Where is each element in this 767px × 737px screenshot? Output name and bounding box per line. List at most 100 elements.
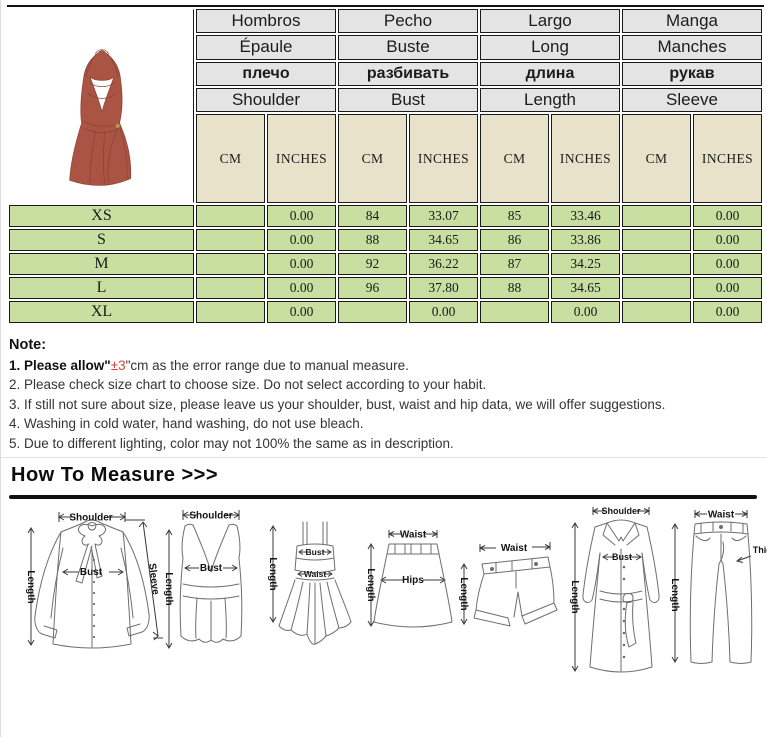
value-cell: 0.00 xyxy=(267,253,336,275)
measure-arrows xyxy=(165,510,240,649)
value-cell: 96 xyxy=(338,277,407,299)
header-shoulder-en: Shoulder xyxy=(196,87,336,112)
size-chart-table: Hombros Pecho Largo Manga Épaule Buste L… xyxy=(7,5,764,325)
value-cell xyxy=(622,229,691,251)
header-bust-ru: разбивать xyxy=(338,61,478,86)
value-cell: 0.00 xyxy=(693,205,762,227)
figure-blouse: Shoulder Bust Length Sleeve xyxy=(25,512,163,649)
label-sleeve: Sleeve xyxy=(146,563,161,596)
value-cell: 0.00 xyxy=(693,253,762,275)
table-row-s: S 0.00 88 34.65 86 33.86 0.00 xyxy=(9,229,762,251)
garment-outline xyxy=(689,521,753,664)
value-cell xyxy=(622,277,691,299)
unit-cell: INCHES xyxy=(409,114,478,203)
measure-arrows xyxy=(27,512,163,646)
value-cell: 34.25 xyxy=(551,253,620,275)
button-dots xyxy=(92,558,96,639)
size-label: S xyxy=(9,229,194,251)
label-length: Length xyxy=(267,557,278,590)
value-cell: 33.07 xyxy=(409,205,478,227)
value-cell xyxy=(196,229,265,251)
table-row-xs: XS 0.00 84 33.07 85 33.46 0.00 xyxy=(9,205,762,227)
value-cell xyxy=(622,205,691,227)
value-cell: 0.00 xyxy=(267,205,336,227)
garment-outline xyxy=(473,556,558,627)
unit-cell: CM xyxy=(338,114,407,203)
measure-figures: Shoulder Bust Length Sleeve Shoulder xyxy=(1,500,767,737)
section-divider xyxy=(1,457,767,458)
label-length: Length xyxy=(163,572,174,605)
table-row-m: M 0.00 92 36.22 87 34.25 0.00 xyxy=(9,253,762,275)
value-cell: 33.86 xyxy=(551,229,620,251)
unit-cell: CM xyxy=(196,114,265,203)
value-cell: 34.65 xyxy=(409,229,478,251)
table-row-xl: XL 0.00 0.00 0.00 0.00 xyxy=(9,301,762,323)
value-cell: 88 xyxy=(338,229,407,251)
header-length-ru: длина xyxy=(480,61,620,86)
label-thigh: Thigh xyxy=(753,545,767,555)
value-cell xyxy=(196,277,265,299)
dress-buckle xyxy=(114,123,120,129)
how-to-measure-heading: How To Measure >>> xyxy=(11,464,219,486)
figure-shorts: Waist Length xyxy=(458,542,558,627)
unit-cell: INCHES xyxy=(551,114,620,203)
measure-arrows xyxy=(571,507,651,672)
label-waist: Waist xyxy=(304,569,327,579)
value-cell: 0.00 xyxy=(267,277,336,299)
value-cell xyxy=(622,301,691,323)
value-cell: 88 xyxy=(480,277,549,299)
note-line-5: 5. Due to different lighting, color may … xyxy=(9,435,454,451)
value-cell xyxy=(196,253,265,275)
header-sleeve-en: Sleeve xyxy=(622,87,762,112)
figure-tank-top: Shoulder Bust Length xyxy=(163,510,243,649)
product-dress-image xyxy=(68,49,131,186)
value-cell: 0.00 xyxy=(267,229,336,251)
header-shoulder-ru: плечо xyxy=(196,61,336,86)
garment-outline xyxy=(582,519,660,673)
value-cell: 0.00 xyxy=(693,229,762,251)
label-length: Length xyxy=(365,568,376,601)
divider-bar xyxy=(9,495,757,499)
value-cell: 37.80 xyxy=(409,277,478,299)
note-line-4: 4. Washing in cold water, hand washing, … xyxy=(9,416,364,431)
size-label: XS xyxy=(9,205,194,227)
garment-outline xyxy=(179,523,243,643)
header-length-es: Largo xyxy=(480,9,620,34)
value-cell xyxy=(622,253,691,275)
size-label: L xyxy=(9,277,194,299)
header-sleeve-fr: Manches xyxy=(622,35,762,60)
header-sleeve-ru: рукав xyxy=(622,61,762,86)
value-cell: 0.00 xyxy=(267,301,336,323)
value-cell xyxy=(196,205,265,227)
figure-cami-dress: Bust Waist Length xyxy=(267,521,352,645)
header-shoulder-fr: Épaule xyxy=(196,35,336,60)
label-shoulder: Shoulder xyxy=(189,511,232,522)
table-row-l: L 0.00 96 37.80 88 34.65 0.00 xyxy=(9,277,762,299)
dress-silhouette xyxy=(68,49,131,186)
value-cell: 0.00 xyxy=(551,301,620,323)
garment-outline xyxy=(34,519,150,649)
measure-arrows xyxy=(460,542,552,625)
unit-cell: INCHES xyxy=(693,114,762,203)
label-bust: Bust xyxy=(306,547,325,557)
label-waist: Waist xyxy=(400,530,427,541)
note-line-3: 3. If still not sure about size, please … xyxy=(9,396,666,412)
value-cell: 0.00 xyxy=(693,277,762,299)
measure-arrows xyxy=(671,510,752,663)
header-length-fr: Long xyxy=(480,35,620,60)
value-cell: 34.65 xyxy=(551,277,620,299)
label-hips: Hips xyxy=(402,575,424,586)
label-bust: Bust xyxy=(200,563,223,574)
header-bust-fr: Buste xyxy=(338,35,478,60)
note-line-2: 2. Please check size chart to choose siz… xyxy=(9,377,487,392)
notes-title: Note: xyxy=(9,337,47,353)
label-shoulder: Shoulder xyxy=(69,513,112,524)
unit-cell: INCHES xyxy=(267,114,336,203)
garment-outline xyxy=(278,521,352,645)
label-length: Length xyxy=(669,578,680,611)
label-shoulder: Shoulder xyxy=(601,506,640,516)
value-cell: 0.00 xyxy=(409,301,478,323)
measure-arrows xyxy=(367,530,446,627)
notes-section: Note: 1. Please allow"±3"cm as the error… xyxy=(9,336,755,453)
